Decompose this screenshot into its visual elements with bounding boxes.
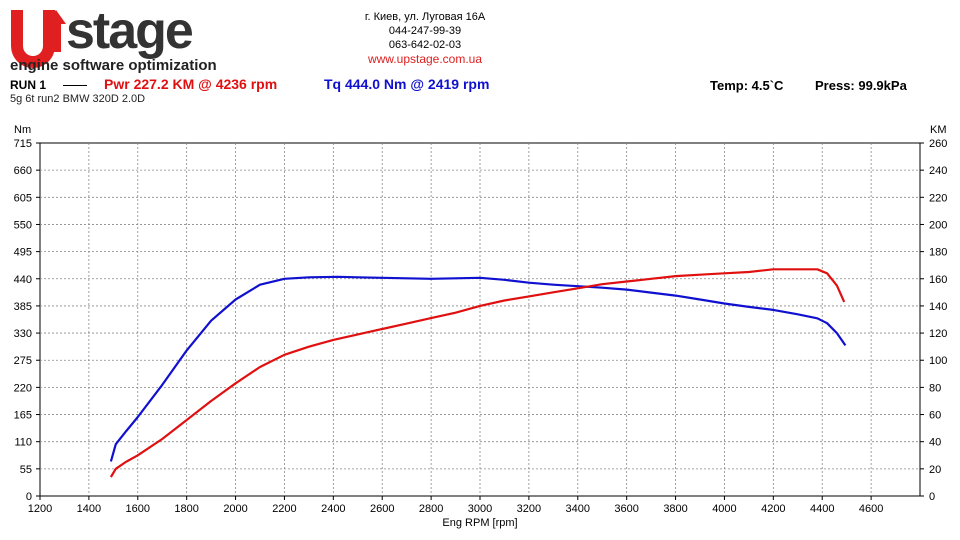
contact-block: г. Киев, ул. Луговая 16А 044-247-99-39 0… [330, 10, 520, 66]
y-left-tick-label: 275 [14, 355, 32, 367]
phone-1: 044-247-99-39 [388, 25, 462, 37]
x-tick-label: 2200 [272, 503, 296, 515]
address: г. Киев, ул. Луговая 16А [364, 11, 486, 23]
x-tick-label: 1600 [126, 503, 150, 515]
y-right-tick-label: 60 [929, 410, 941, 422]
y-left-tick-label: 605 [14, 192, 32, 204]
x-tick-label: 3000 [468, 503, 492, 515]
y-right-tick-label: 0 [929, 491, 935, 503]
x-tick-label: 3400 [566, 503, 590, 515]
x-tick-label: 4000 [712, 503, 736, 515]
svg-text:stage: stage [66, 4, 193, 60]
y-left-tick-label: 715 [14, 138, 32, 150]
x-tick-label: 3200 [517, 503, 541, 515]
x-tick-label: 4600 [859, 503, 883, 515]
x-tick-label: 1200 [28, 503, 52, 515]
y-right-tick-label: 120 [929, 328, 947, 340]
x-axis-ticks: 1200 1400 1600 1800 2000 2200 2400 2600 2800 3000… [28, 496, 883, 515]
y-left-tick-label: 165 [14, 410, 32, 422]
y-left-axis-ticks: 0 55 110 165 220 275 330 385 440 495 550 605 660 715 [14, 138, 40, 503]
torque-summary: Tq 444.0 Nm @ 2419 rpm [324, 76, 490, 92]
run-subtitle: 5g 6t run2 BMW 320D 2.0D [10, 93, 146, 105]
y-right-tick-label: 180 [929, 247, 947, 259]
series-line-pwr [109, 268, 846, 478]
y-left-tick-label: 330 [14, 328, 32, 340]
run-legend-line [63, 85, 87, 86]
series-line-tq [109, 275, 847, 462]
y-left-tick-label: 0 [26, 491, 32, 503]
y-right-tick-label: 220 [929, 192, 947, 204]
y-left-unit: Nm [14, 124, 31, 136]
temperature-readout: Temp: 4.5`C [710, 78, 784, 93]
y-right-unit: KM [930, 124, 947, 136]
power-summary: Pwr 227.2 KM @ 4236 rpm [104, 76, 278, 92]
y-right-tick-label: 160 [929, 274, 947, 286]
y-left-tick-label: 110 [14, 437, 32, 449]
y-left-tick-label: 660 [14, 165, 32, 177]
x-tick-label: 2600 [370, 503, 394, 515]
website-link[interactable]: www.upstage.com.ua [367, 52, 483, 66]
y-left-tick-label: 495 [14, 247, 32, 259]
y-right-tick-label: 80 [929, 382, 941, 394]
phone-2: 063-642-02-03 [388, 39, 462, 51]
y-right-tick-label: 200 [929, 219, 947, 231]
y-left-tick-label: 385 [14, 301, 32, 313]
y-left-tick-label: 550 [14, 219, 32, 231]
x-tick-label: 2000 [223, 503, 247, 515]
x-tick-label: 1800 [174, 503, 198, 515]
x-tick-label: 4200 [761, 503, 785, 515]
y-right-tick-label: 240 [929, 165, 947, 177]
grid [40, 143, 920, 496]
logo-tagline: engine software optimization [10, 57, 217, 74]
pressure-readout: Press: 99.9kPa [815, 78, 907, 93]
y-right-tick-label: 20 [929, 464, 941, 476]
x-tick-label: 2800 [419, 503, 443, 515]
y-right-tick-label: 100 [929, 355, 947, 367]
x-axis-label: Eng RPM [rpm] [442, 517, 517, 529]
x-tick-label: 3600 [614, 503, 638, 515]
y-left-tick-label: 55 [20, 464, 32, 476]
y-left-tick-label: 440 [14, 274, 32, 286]
x-tick-label: 4400 [810, 503, 834, 515]
upstage-logo: stage engine software optimization [10, 4, 217, 74]
run-label: RUN 1 [10, 78, 47, 92]
x-tick-label: 2400 [321, 503, 345, 515]
x-tick-label: 1400 [77, 503, 101, 515]
y-right-tick-label: 260 [929, 138, 947, 150]
x-tick-label: 3800 [663, 503, 687, 515]
y-right-axis-ticks: 0 20 40 60 80 100 120 140 160 180 200 220 240 260 [920, 138, 947, 503]
y-right-tick-label: 140 [929, 301, 947, 313]
y-left-tick-label: 220 [14, 382, 32, 394]
y-right-tick-label: 40 [929, 437, 941, 449]
series-group [109, 268, 847, 478]
